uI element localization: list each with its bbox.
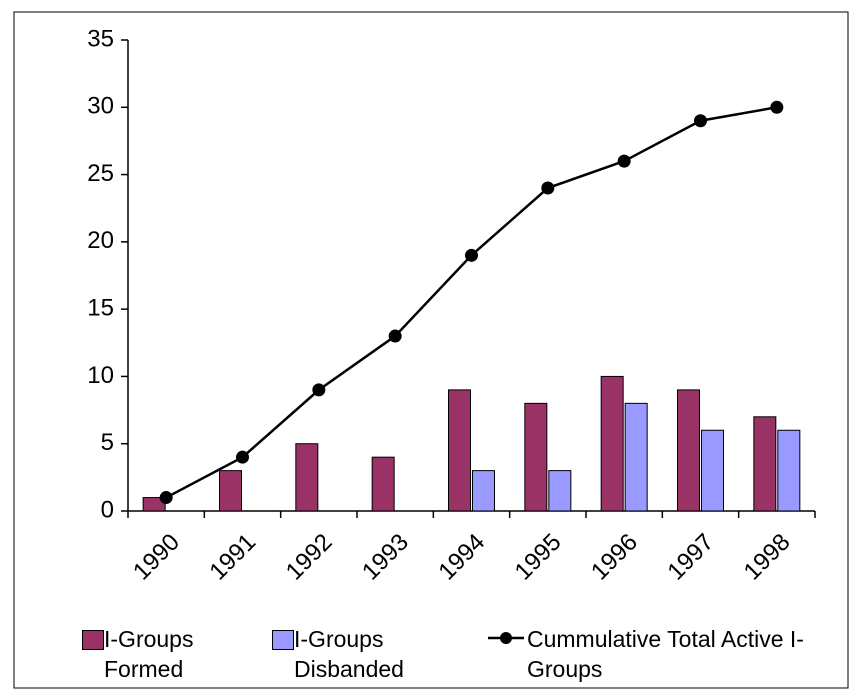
line-marker: [617, 154, 631, 168]
bar: [371, 456, 395, 512]
x-tick-label: 1993: [357, 529, 414, 586]
line-marker: [388, 329, 402, 343]
bar: [753, 416, 777, 512]
x-tick-label: 1995: [510, 529, 567, 586]
legend-label: I-Groups Disbanded: [294, 626, 404, 682]
line-marker: [159, 491, 173, 505]
line-marker: [465, 248, 478, 262]
bar: [677, 389, 700, 512]
bar: [600, 375, 624, 512]
bar: [624, 402, 648, 512]
x-tick-label: 1991: [204, 529, 261, 586]
y-tick-label: 10: [87, 362, 114, 389]
y-tick-label: 20: [87, 227, 114, 254]
legend-label: Cummulative Total Active I- Groups: [527, 626, 804, 682]
legend-label: I-Groups Formed: [104, 626, 194, 682]
bar: [777, 429, 801, 512]
x-tick-label: 1990: [128, 529, 185, 586]
x-tick-label: 1998: [739, 529, 796, 586]
line-marker: [541, 181, 555, 195]
bar: [524, 402, 548, 512]
x-tick-label: 1997: [662, 529, 719, 586]
line-marker: [770, 100, 784, 114]
legend-line-icon: [488, 632, 524, 644]
y-tick-label: 5: [101, 429, 114, 456]
line-marker: [694, 114, 707, 128]
bar: [701, 429, 724, 512]
bar: [295, 443, 319, 512]
y-tick-label: 15: [87, 294, 114, 321]
legend-swatch: [82, 630, 104, 650]
line-marker: [312, 383, 326, 397]
frame: [13, 11, 849, 689]
x-tick-label: 1996: [586, 529, 643, 586]
x-tick-label: 1994: [433, 529, 490, 586]
bar: [548, 470, 572, 512]
y-tick-label: 0: [101, 496, 114, 523]
x-tick-label: 1992: [281, 529, 338, 586]
bar: [472, 470, 495, 512]
y-tick-label: 25: [87, 160, 114, 187]
bar: [448, 389, 471, 512]
line-marker: [236, 450, 249, 464]
y-tick-label: 35: [87, 25, 114, 52]
bar: [219, 470, 242, 512]
y-tick-label: 30: [87, 93, 114, 120]
bar: [142, 497, 166, 512]
legend-swatch: [272, 630, 294, 650]
